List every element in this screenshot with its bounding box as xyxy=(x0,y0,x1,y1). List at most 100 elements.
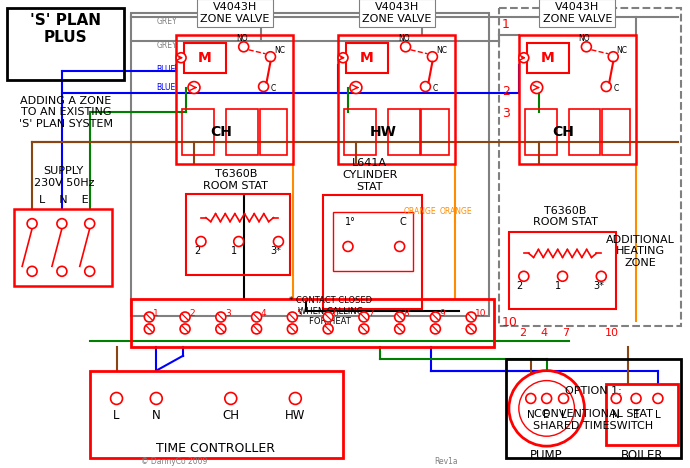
Bar xyxy=(131,299,494,347)
Bar xyxy=(259,110,287,155)
Text: N: N xyxy=(527,410,535,420)
Text: 3: 3 xyxy=(502,107,510,120)
Circle shape xyxy=(85,266,95,276)
Text: C: C xyxy=(433,84,438,93)
Bar xyxy=(184,43,226,73)
Bar xyxy=(346,43,388,73)
Text: 3*: 3* xyxy=(270,247,282,256)
Text: 10: 10 xyxy=(502,316,518,329)
Circle shape xyxy=(519,380,575,436)
Text: 2: 2 xyxy=(502,85,510,97)
Circle shape xyxy=(582,42,591,52)
Text: L: L xyxy=(561,410,566,420)
Bar xyxy=(8,8,124,80)
Text: NO: NO xyxy=(579,34,590,44)
Text: T6360B
ROOM STAT: T6360B ROOM STAT xyxy=(204,169,268,191)
Text: BOILER: BOILER xyxy=(621,449,663,461)
Text: BLUE: BLUE xyxy=(156,82,175,92)
Bar xyxy=(131,13,489,316)
Circle shape xyxy=(176,53,186,63)
Circle shape xyxy=(359,312,369,322)
Bar xyxy=(422,110,449,155)
Circle shape xyxy=(526,394,535,403)
Text: CH: CH xyxy=(553,125,575,139)
Circle shape xyxy=(289,393,302,404)
Bar xyxy=(226,110,257,155)
Circle shape xyxy=(150,393,162,404)
Bar xyxy=(90,371,343,458)
Circle shape xyxy=(225,393,237,404)
Text: M: M xyxy=(541,51,555,65)
Text: GREY: GREY xyxy=(156,41,177,50)
Circle shape xyxy=(287,312,297,322)
Circle shape xyxy=(420,81,431,92)
Circle shape xyxy=(395,324,404,334)
Bar xyxy=(14,209,112,286)
Circle shape xyxy=(631,394,641,403)
Bar xyxy=(388,110,420,155)
Circle shape xyxy=(144,312,155,322)
Circle shape xyxy=(27,219,37,228)
Text: 1: 1 xyxy=(502,18,510,31)
Circle shape xyxy=(266,52,275,62)
Text: T6360B
ROOM STAT: T6360B ROOM STAT xyxy=(533,206,598,227)
Circle shape xyxy=(216,312,226,322)
Circle shape xyxy=(350,81,362,94)
Circle shape xyxy=(234,236,244,247)
Circle shape xyxy=(519,53,529,63)
Text: BLUE: BLUE xyxy=(156,65,175,73)
Text: 2: 2 xyxy=(189,308,195,317)
Bar xyxy=(509,232,616,309)
Circle shape xyxy=(359,324,369,334)
Circle shape xyxy=(395,241,404,251)
Circle shape xyxy=(273,236,284,247)
Circle shape xyxy=(252,324,262,334)
Circle shape xyxy=(531,81,542,94)
Text: V4043H
ZONE VALVE: V4043H ZONE VALVE xyxy=(543,2,612,24)
Bar xyxy=(176,35,293,164)
Text: 3: 3 xyxy=(225,308,230,317)
Text: ORANGE: ORANGE xyxy=(403,207,436,216)
Circle shape xyxy=(239,42,248,52)
Circle shape xyxy=(431,312,440,322)
Circle shape xyxy=(611,394,621,403)
Circle shape xyxy=(252,312,262,322)
Text: © DannyCo 2009: © DannyCo 2009 xyxy=(141,457,208,466)
Circle shape xyxy=(343,241,353,251)
Text: CH: CH xyxy=(222,409,239,422)
Circle shape xyxy=(596,271,607,281)
Circle shape xyxy=(338,53,348,63)
Circle shape xyxy=(196,236,206,247)
Bar xyxy=(519,35,636,164)
Text: OPTION 1:

CONVENTIONAL STAT
SHARED TIMESWITCH: OPTION 1: CONVENTIONAL STAT SHARED TIMES… xyxy=(533,386,653,431)
Text: 4: 4 xyxy=(261,308,266,317)
Text: V4043H
ZONE VALVE: V4043H ZONE VALVE xyxy=(200,2,269,24)
Text: 1: 1 xyxy=(230,247,237,256)
Text: PUMP: PUMP xyxy=(531,449,563,461)
Text: NC: NC xyxy=(436,46,447,55)
Circle shape xyxy=(431,324,440,334)
Circle shape xyxy=(653,394,663,403)
Text: E: E xyxy=(544,410,550,420)
Text: C: C xyxy=(271,84,276,93)
Text: 1°: 1° xyxy=(345,217,356,227)
Bar xyxy=(338,35,455,164)
Text: CH: CH xyxy=(210,125,232,139)
Text: 1: 1 xyxy=(555,281,561,291)
Circle shape xyxy=(601,81,611,92)
Circle shape xyxy=(519,271,529,281)
Bar xyxy=(506,359,681,458)
Bar xyxy=(323,195,422,309)
Bar xyxy=(499,8,681,326)
Circle shape xyxy=(287,324,297,334)
Bar xyxy=(607,384,678,445)
Circle shape xyxy=(395,312,404,322)
Text: 5: 5 xyxy=(296,308,302,317)
Text: NO: NO xyxy=(236,34,248,44)
Text: ADDITIONAL
HEATING
ZONE: ADDITIONAL HEATING ZONE xyxy=(606,235,674,268)
Circle shape xyxy=(180,324,190,334)
Bar xyxy=(569,110,600,155)
Text: 3*: 3* xyxy=(593,281,604,291)
Text: NC: NC xyxy=(274,46,285,55)
Circle shape xyxy=(180,312,190,322)
